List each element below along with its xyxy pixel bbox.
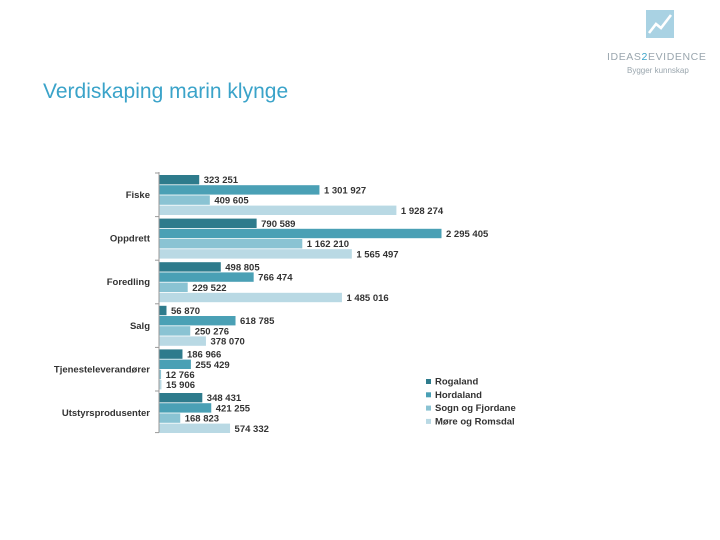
data-label-fiske-sogn-og-fjordane: 409 605 xyxy=(214,196,249,207)
bar-salg-more-og-romsdal xyxy=(159,336,206,346)
data-label-oppdrett-hordaland: 2 295 405 xyxy=(446,229,489,240)
bar-oppdrett-more-og-romsdal xyxy=(159,249,352,259)
bar-foredling-sogn-og-fjordane xyxy=(159,282,188,292)
bar-salg-rogaland xyxy=(159,305,167,316)
data-label-foredling-more-og-romsdal: 1 485 016 xyxy=(346,293,388,304)
data-label-utstyrsprodusenter-more-og-romsdal: 574 332 xyxy=(235,424,269,435)
bar-utstyrsprodusenter-more-og-romsdal xyxy=(159,423,231,433)
data-label-foredling-rogaland: 498 805 xyxy=(225,262,260,273)
category-label-utstyrsprodusenter: Utstyrsprodusenter xyxy=(62,408,150,419)
data-label-salg-sogn-og-fjordane: 250 276 xyxy=(195,326,229,337)
logo-wordmark: IDEAS2EVIDENCE xyxy=(607,51,706,63)
data-label-fiske-more-og-romsdal: 1 928 274 xyxy=(401,206,444,217)
data-label-oppdrett-more-og-romsdal: 1 565 497 xyxy=(356,249,398,260)
bar-utstyrsprodusenter-hordaland xyxy=(159,403,212,413)
bar-salg-hordaland xyxy=(159,316,236,326)
legend-swatch-more-og-romsdal xyxy=(426,418,431,424)
category-label-salg: Salg xyxy=(130,321,150,332)
bar-tjenesteleverandorer-sogn-og-fjordane xyxy=(159,369,162,380)
data-label-salg-more-og-romsdal: 378 070 xyxy=(210,337,244,348)
logo-chart-icon xyxy=(646,10,674,38)
bar-salg-sogn-og-fjordane xyxy=(159,326,191,336)
bar-tjenesteleverandorer-hordaland xyxy=(159,359,191,369)
data-label-utstyrsprodusenter-hordaland: 421 255 xyxy=(216,403,251,414)
logo-wordmark-ideas: IDEAS xyxy=(607,51,642,63)
ideas2evidence-logo: IDEAS2EVIDENCE Bygger kunnskap xyxy=(602,10,714,80)
bar-tjenesteleverandorer-more-og-romsdal xyxy=(159,380,162,390)
category-label-foredling: Foredling xyxy=(107,277,150,288)
data-label-foredling-hordaland: 766 474 xyxy=(258,273,293,284)
slide-title: Verdiskaping marin klynge xyxy=(43,80,289,103)
legend-label-sogn-og-fjordane: Sogn og Fjordane xyxy=(435,403,516,414)
bar-foredling-more-og-romsdal xyxy=(159,292,342,303)
bar-fiske-more-og-romsdal xyxy=(159,205,397,215)
data-label-foredling-sogn-og-fjordane: 229 522 xyxy=(192,283,226,294)
legend-label-rogaland: Rogaland xyxy=(435,377,478,388)
data-label-oppdrett-sogn-og-fjordane: 1 162 210 xyxy=(307,239,349,250)
bar-fiske-rogaland xyxy=(159,175,200,185)
data-label-tjenesteleverandorer-sogn-og-fjordane: 12 766 xyxy=(166,370,195,381)
bar-foredling-rogaland xyxy=(159,262,221,272)
category-label-tjenesteleverandorer: Tjenesteleverandører xyxy=(54,364,150,375)
bar-foredling-hordaland xyxy=(159,272,254,282)
legend-swatch-rogaland xyxy=(426,379,431,384)
bar-oppdrett-sogn-og-fjordane xyxy=(159,239,303,249)
data-label-fiske-rogaland: 323 251 xyxy=(204,175,239,186)
legend-label-hordaland: Hordaland xyxy=(435,390,482,401)
logo-tagline: Bygger kunnskap xyxy=(627,66,689,75)
data-label-salg-rogaland: 56 870 xyxy=(171,306,200,317)
legend-swatch-hordaland xyxy=(426,392,431,398)
logo-wordmark-2: 2 xyxy=(641,51,648,63)
bar-oppdrett-rogaland xyxy=(159,218,257,228)
data-label-utstyrsprodusenter-rogaland: 348 431 xyxy=(207,393,242,404)
data-label-tjenesteleverandorer-hordaland: 255 429 xyxy=(195,360,229,371)
bar-fiske-hordaland xyxy=(159,185,320,195)
bar-oppdrett-hordaland xyxy=(159,228,442,239)
data-label-tjenesteleverandorer-rogaland: 186 966 xyxy=(187,350,221,361)
data-label-utstyrsprodusenter-sogn-og-fjordane: 168 823 xyxy=(185,414,219,425)
data-label-salg-hordaland: 618 785 xyxy=(240,316,275,327)
data-label-tjenesteleverandorer-more-og-romsdal: 15 906 xyxy=(166,380,195,391)
legend-swatch-sogn-og-fjordane xyxy=(426,405,431,411)
data-label-fiske-hordaland: 1 301 927 xyxy=(324,185,366,196)
logo-wordmark-evidence: EVIDENCE xyxy=(647,51,707,63)
bar-fiske-sogn-og-fjordane xyxy=(159,195,210,205)
legend-label-more-og-romsdal: Møre og Romsdal xyxy=(435,416,515,427)
category-label-oppdrett: Oppdrett xyxy=(110,234,151,245)
data-label-oppdrett-rogaland: 790 589 xyxy=(261,219,295,230)
bar-tjenesteleverandorer-rogaland xyxy=(159,349,183,359)
bar-utstyrsprodusenter-sogn-og-fjordane xyxy=(159,413,181,423)
bar-utstyrsprodusenter-rogaland xyxy=(159,393,203,403)
category-label-fiske: Fiske xyxy=(126,190,150,201)
